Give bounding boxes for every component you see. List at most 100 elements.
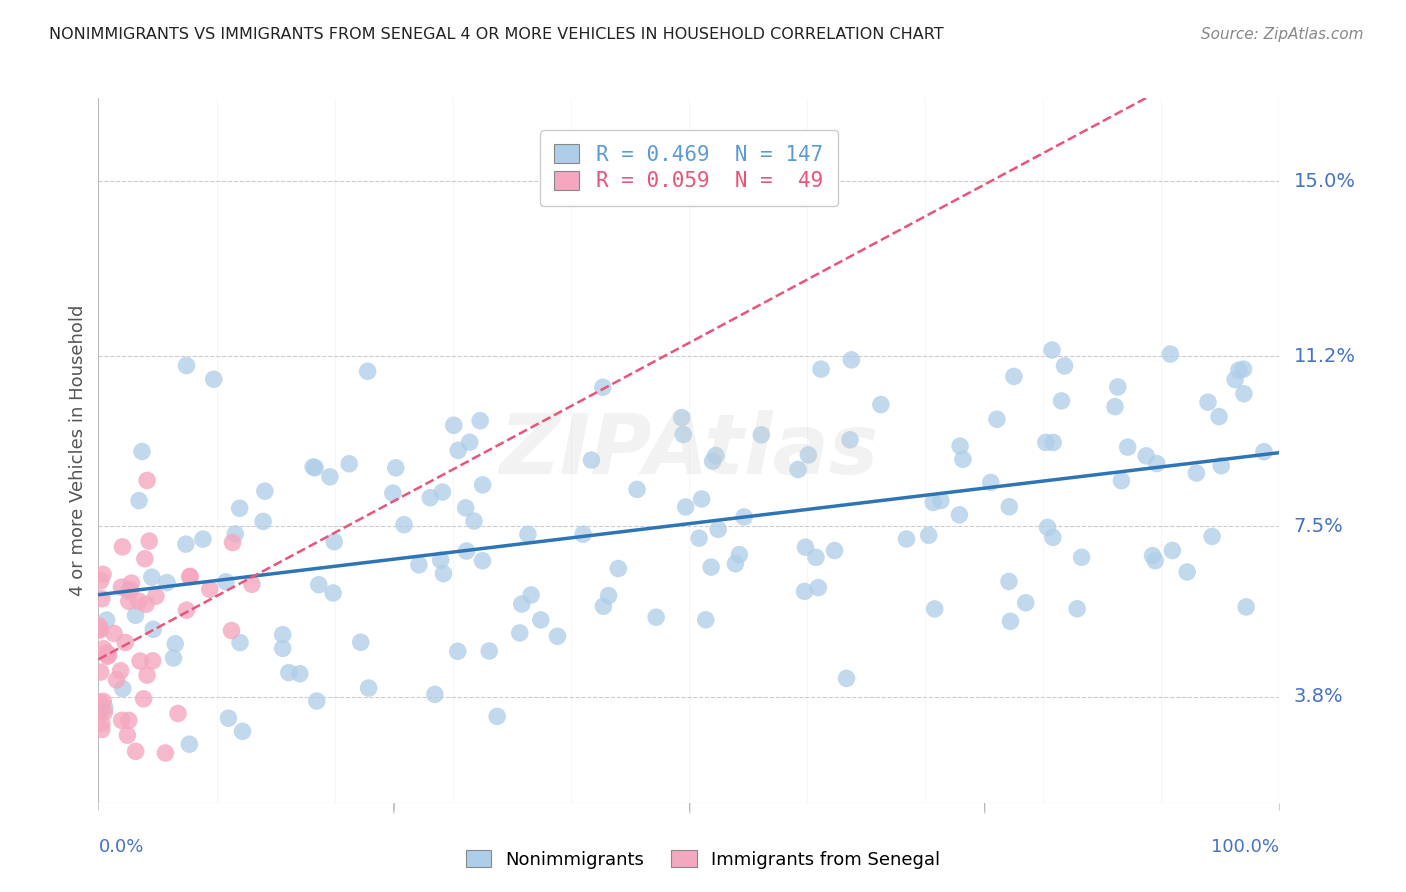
Point [592, 599, 614, 614]
Point [546, 629, 568, 643]
Point [835, 672, 858, 686]
Point [645, 610, 668, 624]
Point [592, 380, 614, 394]
Point [179, 569, 201, 583]
Point [810, 362, 832, 376]
Point [89, 622, 111, 636]
Point [90, 574, 112, 588]
Point [1036, 520, 1059, 534]
Point [136, 474, 159, 488]
Point [110, 664, 132, 678]
Point [1135, 449, 1157, 463]
Point [305, 694, 328, 708]
Point [96, 613, 118, 627]
Point [252, 515, 274, 529]
Point [749, 427, 772, 442]
Point [447, 443, 470, 458]
Point [90, 591, 112, 606]
Point [240, 577, 263, 591]
Point [215, 574, 238, 589]
Point [432, 485, 454, 500]
Point [463, 514, 485, 528]
Point [1002, 369, 1025, 384]
Point [1050, 393, 1073, 408]
Point [1159, 347, 1181, 361]
Text: 100.0%: 100.0% [1212, 838, 1279, 856]
Point [1146, 457, 1168, 471]
Point [949, 439, 972, 453]
Point [224, 527, 246, 541]
Point [1066, 601, 1088, 615]
Point [322, 586, 344, 600]
Legend: R = 0.469  N = 147, R = 0.059  N =  49: R = 0.469 N = 147, R = 0.059 N = 49 [540, 129, 838, 206]
Text: |: | [688, 803, 690, 814]
Point [1223, 372, 1246, 386]
Point [1104, 400, 1126, 414]
Text: 0.0%: 0.0% [98, 838, 143, 856]
Point [357, 681, 380, 695]
Point [794, 540, 817, 554]
Point [337, 457, 360, 471]
Point [138, 534, 160, 549]
Point [89, 695, 111, 709]
Point [443, 418, 465, 433]
Point [271, 641, 294, 656]
Point [111, 540, 134, 554]
Point [1107, 380, 1129, 394]
Point [121, 576, 143, 591]
Point [922, 495, 945, 509]
Point [423, 688, 446, 702]
Point [198, 582, 221, 597]
Point [142, 654, 165, 668]
Text: 15.0%: 15.0% [1294, 171, 1355, 191]
Point [350, 635, 373, 649]
Point [87, 619, 110, 633]
Point [986, 412, 1008, 426]
Point [155, 746, 177, 760]
Point [176, 359, 198, 373]
Point [704, 449, 727, 463]
Point [695, 613, 717, 627]
Point [1035, 435, 1057, 450]
Point [1253, 444, 1275, 458]
Point [456, 544, 478, 558]
Point [607, 561, 630, 575]
Point [471, 554, 494, 568]
Point [217, 711, 239, 725]
Point [520, 588, 543, 602]
Point [429, 553, 451, 567]
Point [174, 537, 197, 551]
Text: Source: ZipAtlas.com: Source: ZipAtlas.com [1201, 27, 1364, 42]
Point [136, 668, 159, 682]
Point [419, 491, 441, 505]
Point [91, 694, 114, 708]
Legend: Nonimmigrants, Immigrants from Senegal: Nonimmigrants, Immigrants from Senegal [458, 843, 948, 876]
Text: NONIMMIGRANTS VS IMMIGRANTS FROM SENEGAL 4 OR MORE VEHICLES IN HOUSEHOLD CORRELA: NONIMMIGRANTS VS IMMIGRANTS FROM SENEGAL… [49, 27, 943, 42]
Point [162, 651, 184, 665]
Point [191, 532, 214, 546]
Point [176, 603, 198, 617]
Point [478, 644, 501, 658]
Point [96, 646, 118, 660]
Point [1116, 440, 1139, 454]
Point [1175, 565, 1198, 579]
Point [688, 531, 710, 545]
Text: 11.2%: 11.2% [1294, 347, 1355, 366]
Point [626, 483, 648, 497]
Point [125, 744, 148, 758]
Point [1042, 435, 1064, 450]
Point [179, 737, 201, 751]
Point [131, 444, 153, 458]
Point [90, 665, 112, 679]
Point [1161, 543, 1184, 558]
Point [288, 666, 311, 681]
Point [221, 535, 243, 549]
Point [142, 623, 165, 637]
Point [277, 665, 299, 680]
Point [1070, 550, 1092, 565]
Point [97, 648, 120, 663]
Point [228, 501, 250, 516]
Point [118, 714, 141, 728]
Point [672, 427, 695, 442]
Point [530, 613, 553, 627]
